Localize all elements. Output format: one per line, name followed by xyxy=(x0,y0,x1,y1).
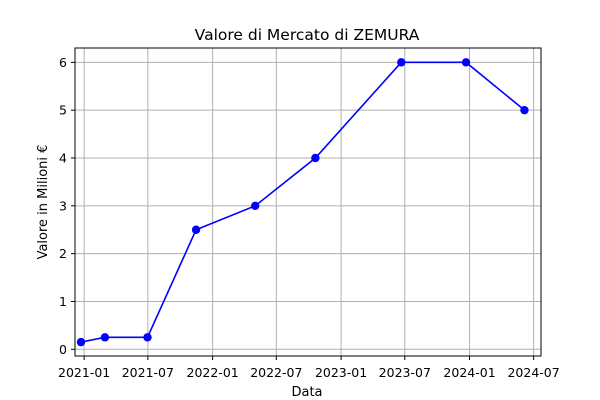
x-tick-label: 2023-07 xyxy=(379,365,431,380)
x-tick-label: 2021-01 xyxy=(58,365,110,380)
y-tick-label: 4 xyxy=(59,151,67,166)
y-axis-label: Valore in Milioni € xyxy=(36,145,51,260)
y-tick-label: 3 xyxy=(59,198,67,213)
y-tick-label: 0 xyxy=(59,342,67,357)
x-axis-ticks: 2021-01 2021-07 2022-01 2022-07 2023-01 2023-… xyxy=(58,356,560,380)
data-point xyxy=(100,333,110,342)
data-point xyxy=(76,337,86,347)
x-axis-label: Data xyxy=(291,385,322,400)
y-axis-ticks: 0 1 2 3 4 5 6 xyxy=(59,55,75,357)
y-tick-label: 5 xyxy=(59,103,67,118)
x-tick-label: 2022-07 xyxy=(250,365,302,380)
data-point xyxy=(397,58,406,67)
data-point xyxy=(251,201,260,211)
data-point xyxy=(191,225,201,234)
data-point xyxy=(520,105,529,115)
series-layer xyxy=(76,58,529,347)
x-tick-label: 2022-01 xyxy=(187,365,239,380)
y-tick-label: 2 xyxy=(59,246,67,261)
data-point xyxy=(461,58,471,67)
grid xyxy=(75,48,541,356)
data-point xyxy=(143,333,152,342)
chart-title: Valore di Mercato di ZEMURA xyxy=(195,26,420,44)
y-tick-label: 6 xyxy=(59,55,67,70)
x-tick-label: 2024-01 xyxy=(443,365,495,380)
x-tick-label: 2024-07 xyxy=(507,365,559,380)
x-tick-label: 2023-01 xyxy=(315,365,367,380)
y-tick-label: 1 xyxy=(59,294,67,309)
x-tick-label: 2021-07 xyxy=(122,365,174,380)
data-point xyxy=(311,153,320,163)
plot-frame xyxy=(74,47,542,357)
